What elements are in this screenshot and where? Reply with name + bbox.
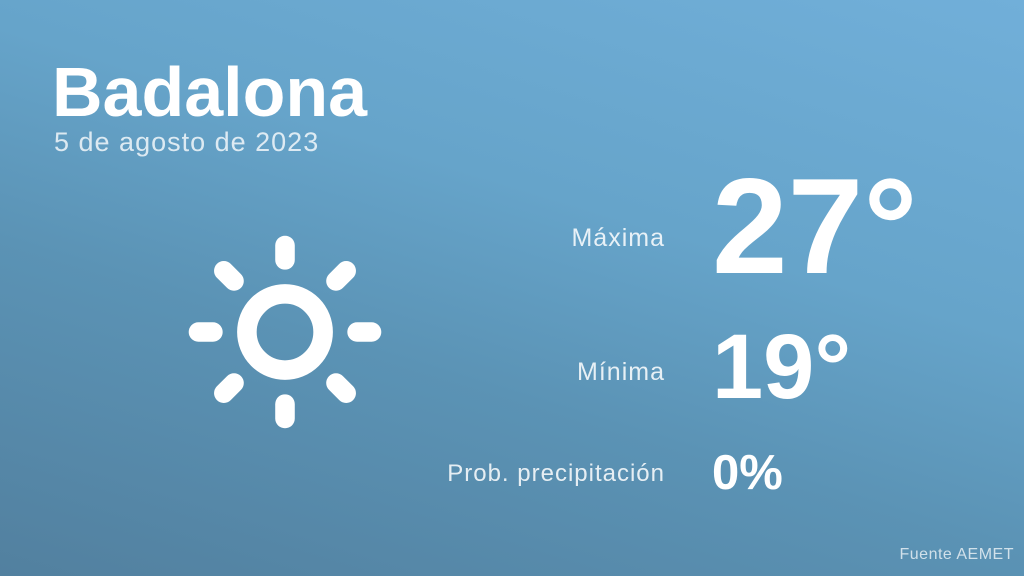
date-subtitle: 5 de agosto de 2023	[54, 127, 320, 157]
metric-label-maxima: Máxima	[571, 224, 665, 252]
metric-value-maxima: 27°	[712, 150, 918, 302]
metric-value-precipitation: 0%	[712, 446, 783, 500]
metric-label-minima: Mínima	[577, 358, 665, 386]
metric-value-minima: 19°	[712, 316, 852, 418]
sun-icon	[188, 235, 382, 429]
page-title: Badalona	[52, 53, 368, 131]
metric-label-precipitation: Prob. precipitación	[447, 460, 665, 487]
source-credit: Fuente AEMET	[899, 546, 1014, 563]
